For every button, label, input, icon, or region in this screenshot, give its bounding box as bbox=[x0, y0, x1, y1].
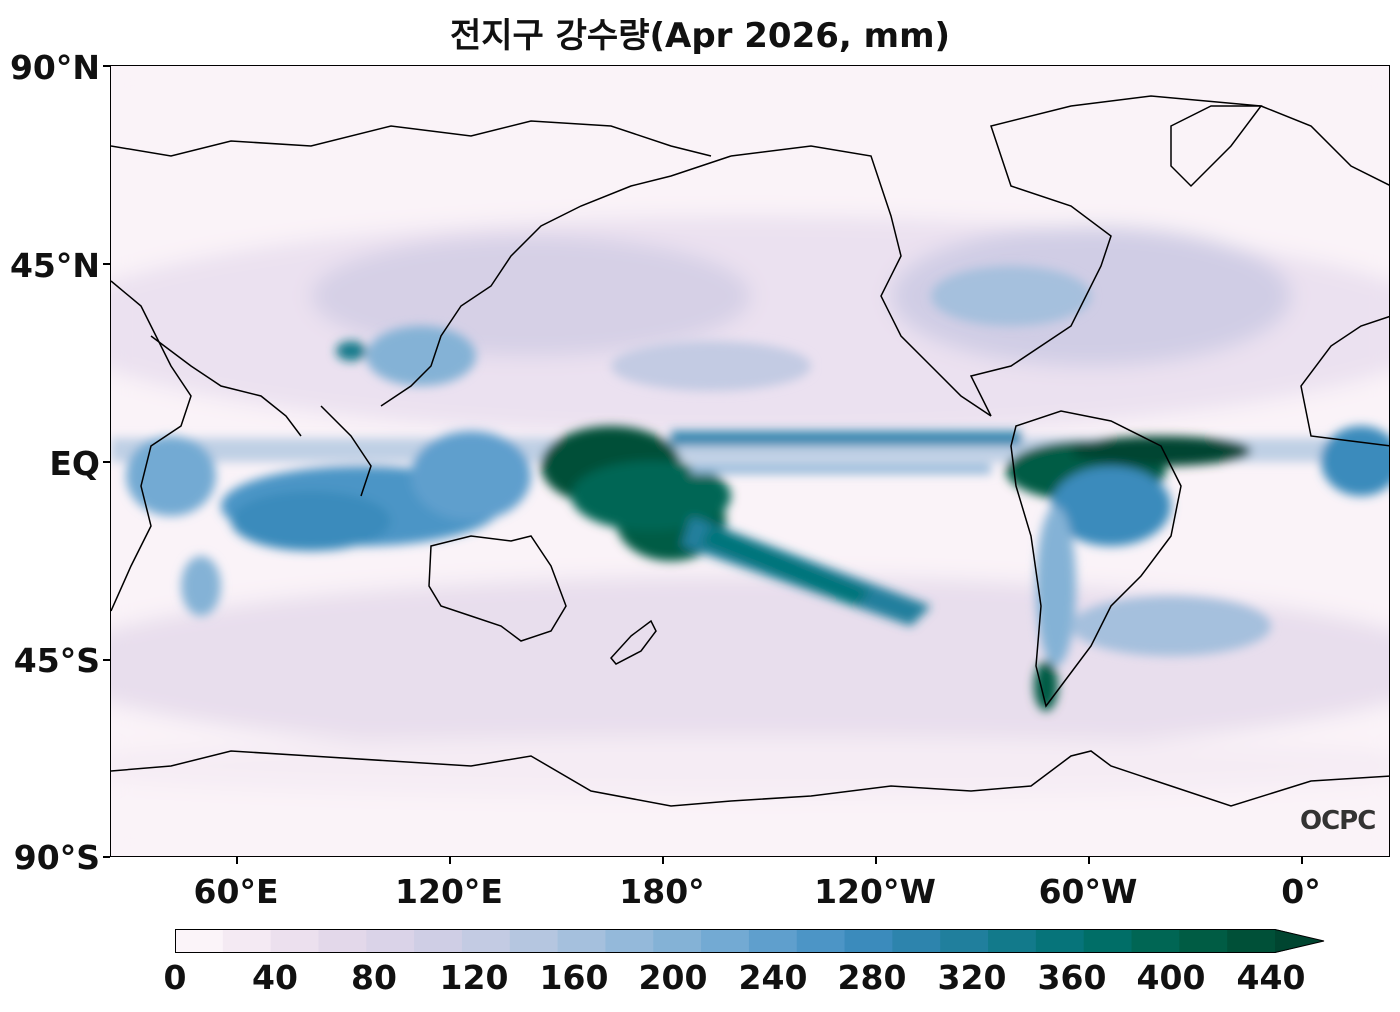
coastlines bbox=[111, 95, 1389, 807]
lat-tick bbox=[103, 65, 110, 67]
colorbar-segment bbox=[461, 929, 511, 953]
colorbar-segment bbox=[988, 929, 1037, 953]
colorbar-segment bbox=[796, 929, 846, 953]
lat-label-90n: 90°N bbox=[9, 48, 100, 87]
lat-tick bbox=[103, 461, 110, 463]
colorbar-segment bbox=[605, 929, 654, 953]
colorbar-label: 400 bbox=[1136, 958, 1206, 997]
colorbar-segment bbox=[1131, 929, 1180, 953]
colorbar-segment bbox=[318, 929, 367, 953]
colorbar-segment bbox=[940, 929, 989, 953]
colorbar-segment bbox=[1035, 929, 1085, 953]
colorbar-segment bbox=[1083, 929, 1133, 953]
colorbar-segment bbox=[1179, 929, 1228, 953]
colorbar-segment bbox=[892, 929, 941, 953]
colorbar-segment bbox=[270, 929, 320, 953]
lon-label-60w: 60°W bbox=[1038, 872, 1138, 911]
colorbar-segment bbox=[509, 929, 559, 953]
lat-label-eq: EQ bbox=[49, 444, 100, 483]
colorbar-segment bbox=[701, 929, 750, 953]
precipitation-map bbox=[110, 65, 1390, 857]
colorbar-segment bbox=[653, 929, 702, 953]
lon-label-60e: 60°E bbox=[193, 872, 279, 911]
precipitation-field bbox=[111, 66, 1389, 856]
lon-tick bbox=[236, 857, 238, 864]
colorbar-label: 360 bbox=[1037, 958, 1107, 997]
colorbar-label: 280 bbox=[837, 958, 907, 997]
colorbar-segment bbox=[557, 929, 607, 953]
lon-tick bbox=[662, 857, 664, 864]
colorbar-label: 240 bbox=[738, 958, 808, 997]
colorbar-segment bbox=[844, 929, 893, 953]
colorbar-label: 320 bbox=[937, 958, 1007, 997]
colorbar-label: 80 bbox=[351, 958, 397, 997]
lon-label-120e: 120°E bbox=[395, 872, 503, 911]
colorbar-segment bbox=[175, 929, 224, 953]
lon-tick bbox=[1088, 857, 1090, 864]
map-title: 전지구 강수량(Apr 2026, mm) bbox=[449, 16, 951, 56]
colorbar-label: 120 bbox=[439, 958, 509, 997]
lon-tick bbox=[449, 857, 451, 864]
colorbar-extend-arrow bbox=[1275, 929, 1324, 953]
lat-label-45n: 45°N bbox=[9, 246, 100, 285]
lat-label-90s: 90°S bbox=[13, 838, 100, 877]
lat-tick bbox=[103, 659, 110, 661]
lat-tick bbox=[103, 263, 110, 265]
colorbar-label: 40 bbox=[252, 958, 298, 997]
lon-label-0: 0° bbox=[1281, 872, 1321, 911]
colorbar-outline bbox=[175, 929, 1325, 953]
colorbar-segment bbox=[748, 929, 798, 953]
precip-heavy-bands bbox=[111, 266, 1389, 711]
lon-label-180: 180° bbox=[619, 872, 705, 911]
colorbar bbox=[175, 929, 1325, 953]
colorbar-segment bbox=[1227, 929, 1276, 953]
lon-tick bbox=[875, 857, 877, 864]
colorbar-label: 200 bbox=[638, 958, 708, 997]
colorbar-segment bbox=[414, 929, 463, 953]
lat-tick bbox=[103, 856, 110, 858]
ocpc-watermark: OCPC bbox=[1300, 806, 1376, 836]
colorbar-segment bbox=[222, 929, 272, 953]
colorbar-label: 0 bbox=[163, 958, 187, 997]
colorbar-label: 160 bbox=[539, 958, 609, 997]
colorbar-segment bbox=[366, 929, 415, 953]
lon-tick bbox=[1301, 857, 1303, 864]
colorbar-label: 440 bbox=[1236, 958, 1306, 997]
lon-label-120w: 120°W bbox=[814, 872, 936, 911]
lat-label-45s: 45°S bbox=[13, 641, 100, 680]
